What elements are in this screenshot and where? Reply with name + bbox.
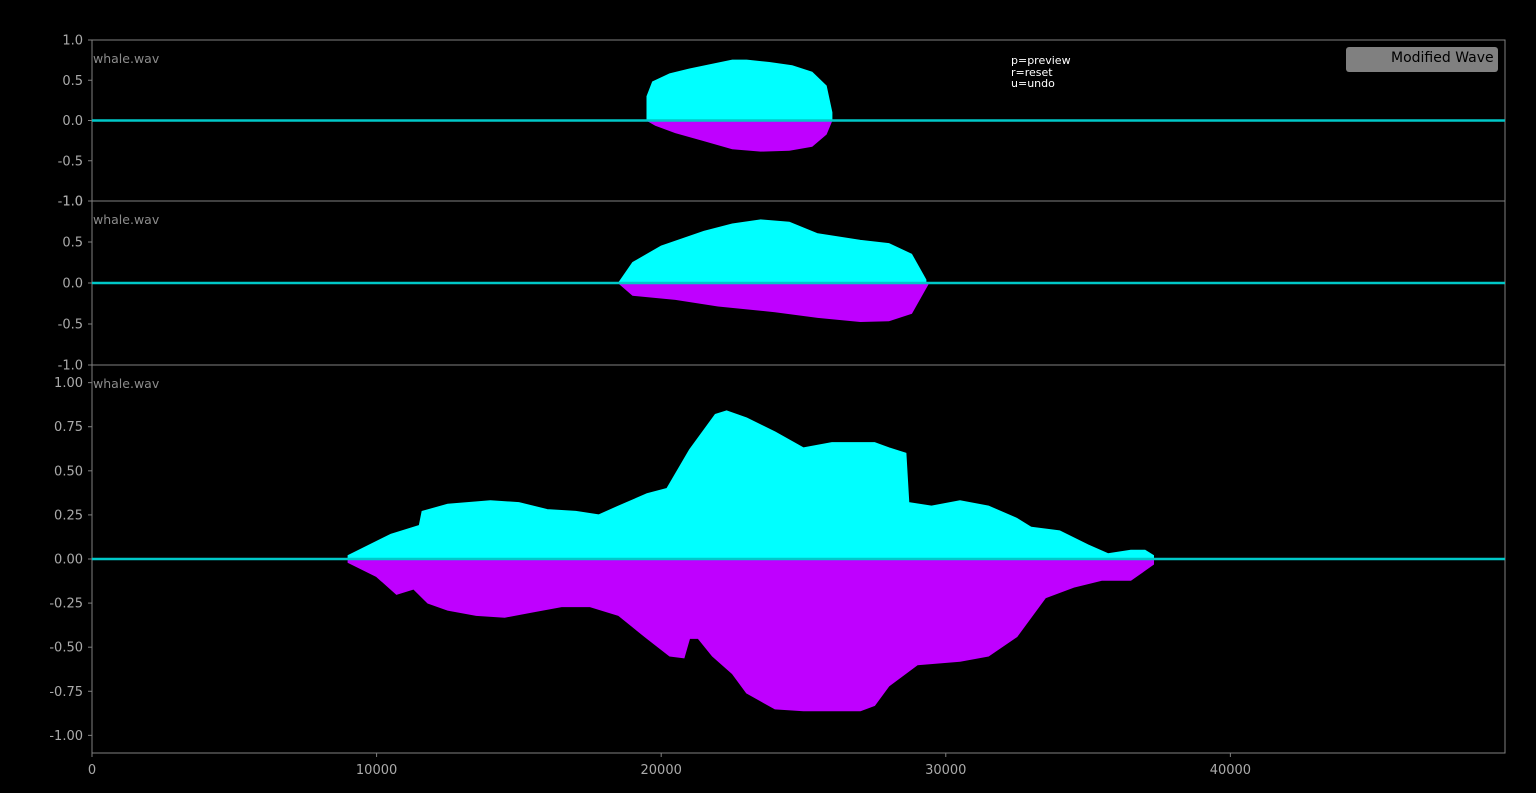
- y-tick-label: -0.50: [49, 641, 83, 656]
- negative-envelope: [347, 558, 1154, 712]
- help-preview: p=preview: [1011, 54, 1071, 67]
- y-tick-label: -1.0: [58, 195, 83, 210]
- legend: Modified Wave: [1346, 47, 1498, 72]
- negative-envelope: [617, 282, 930, 323]
- y-tick-label: 0.0: [62, 277, 83, 292]
- y-tick-label: 0.75: [54, 420, 83, 435]
- panel-1: 1.0 0.5 0.0 -0.5 -1.0 whale.wav: [58, 34, 1506, 210]
- y-tick-label: -0.25: [49, 597, 83, 612]
- legend-label: Modified Wave: [1391, 50, 1494, 66]
- y-tick-label: 0.0: [62, 114, 83, 129]
- positive-envelope: [617, 219, 927, 284]
- panel-title: whale.wav: [93, 376, 160, 391]
- legend-swatch: [1354, 55, 1382, 64]
- x-tick-label: 20000: [641, 763, 682, 778]
- x-tick-label: 10000: [356, 763, 397, 778]
- y-tick-label: 0.25: [54, 508, 83, 523]
- x-tick-label: 40000: [1210, 763, 1251, 778]
- positive-envelope: [347, 410, 1154, 560]
- positive-envelope: [646, 59, 833, 121]
- x-tick-label: 30000: [925, 763, 966, 778]
- help-undo: u=undo: [1011, 77, 1055, 90]
- panel-title: whale.wav: [93, 51, 160, 66]
- panel-3: 1.00 0.75 0.50 0.25 0.00 -0.25 -0.50 -0.75 -1.00…: [49, 364, 1506, 778]
- keyboard-help: p=preview r=reset u=undo: [1011, 55, 1071, 90]
- y-tick-label: -1.0: [58, 359, 83, 374]
- y-tick-label: 0.00: [54, 553, 83, 568]
- panel-title: whale.wav: [93, 212, 160, 227]
- y-tick-label: -1.00: [49, 729, 83, 744]
- y-tick-label: 1.0: [62, 195, 83, 210]
- y-tick-label: 0.50: [54, 464, 83, 479]
- y-tick-label: 0.5: [62, 74, 83, 89]
- y-tick-label: -0.75: [49, 685, 83, 700]
- y-tick-label: -0.5: [58, 318, 83, 333]
- y-tick-label: 1.0: [62, 34, 83, 49]
- y-tick-label: -0.5: [58, 154, 83, 169]
- y-tick-label: 0.5: [62, 236, 83, 251]
- negative-envelope: [645, 120, 833, 152]
- help-reset: r=reset: [1011, 65, 1053, 79]
- x-tick-label: 0: [88, 763, 96, 778]
- y-tick-label: 1.00: [54, 376, 83, 391]
- panel-2: 1.0 0.5 0.0 -0.5 -1.0 whale.wav: [58, 195, 1506, 374]
